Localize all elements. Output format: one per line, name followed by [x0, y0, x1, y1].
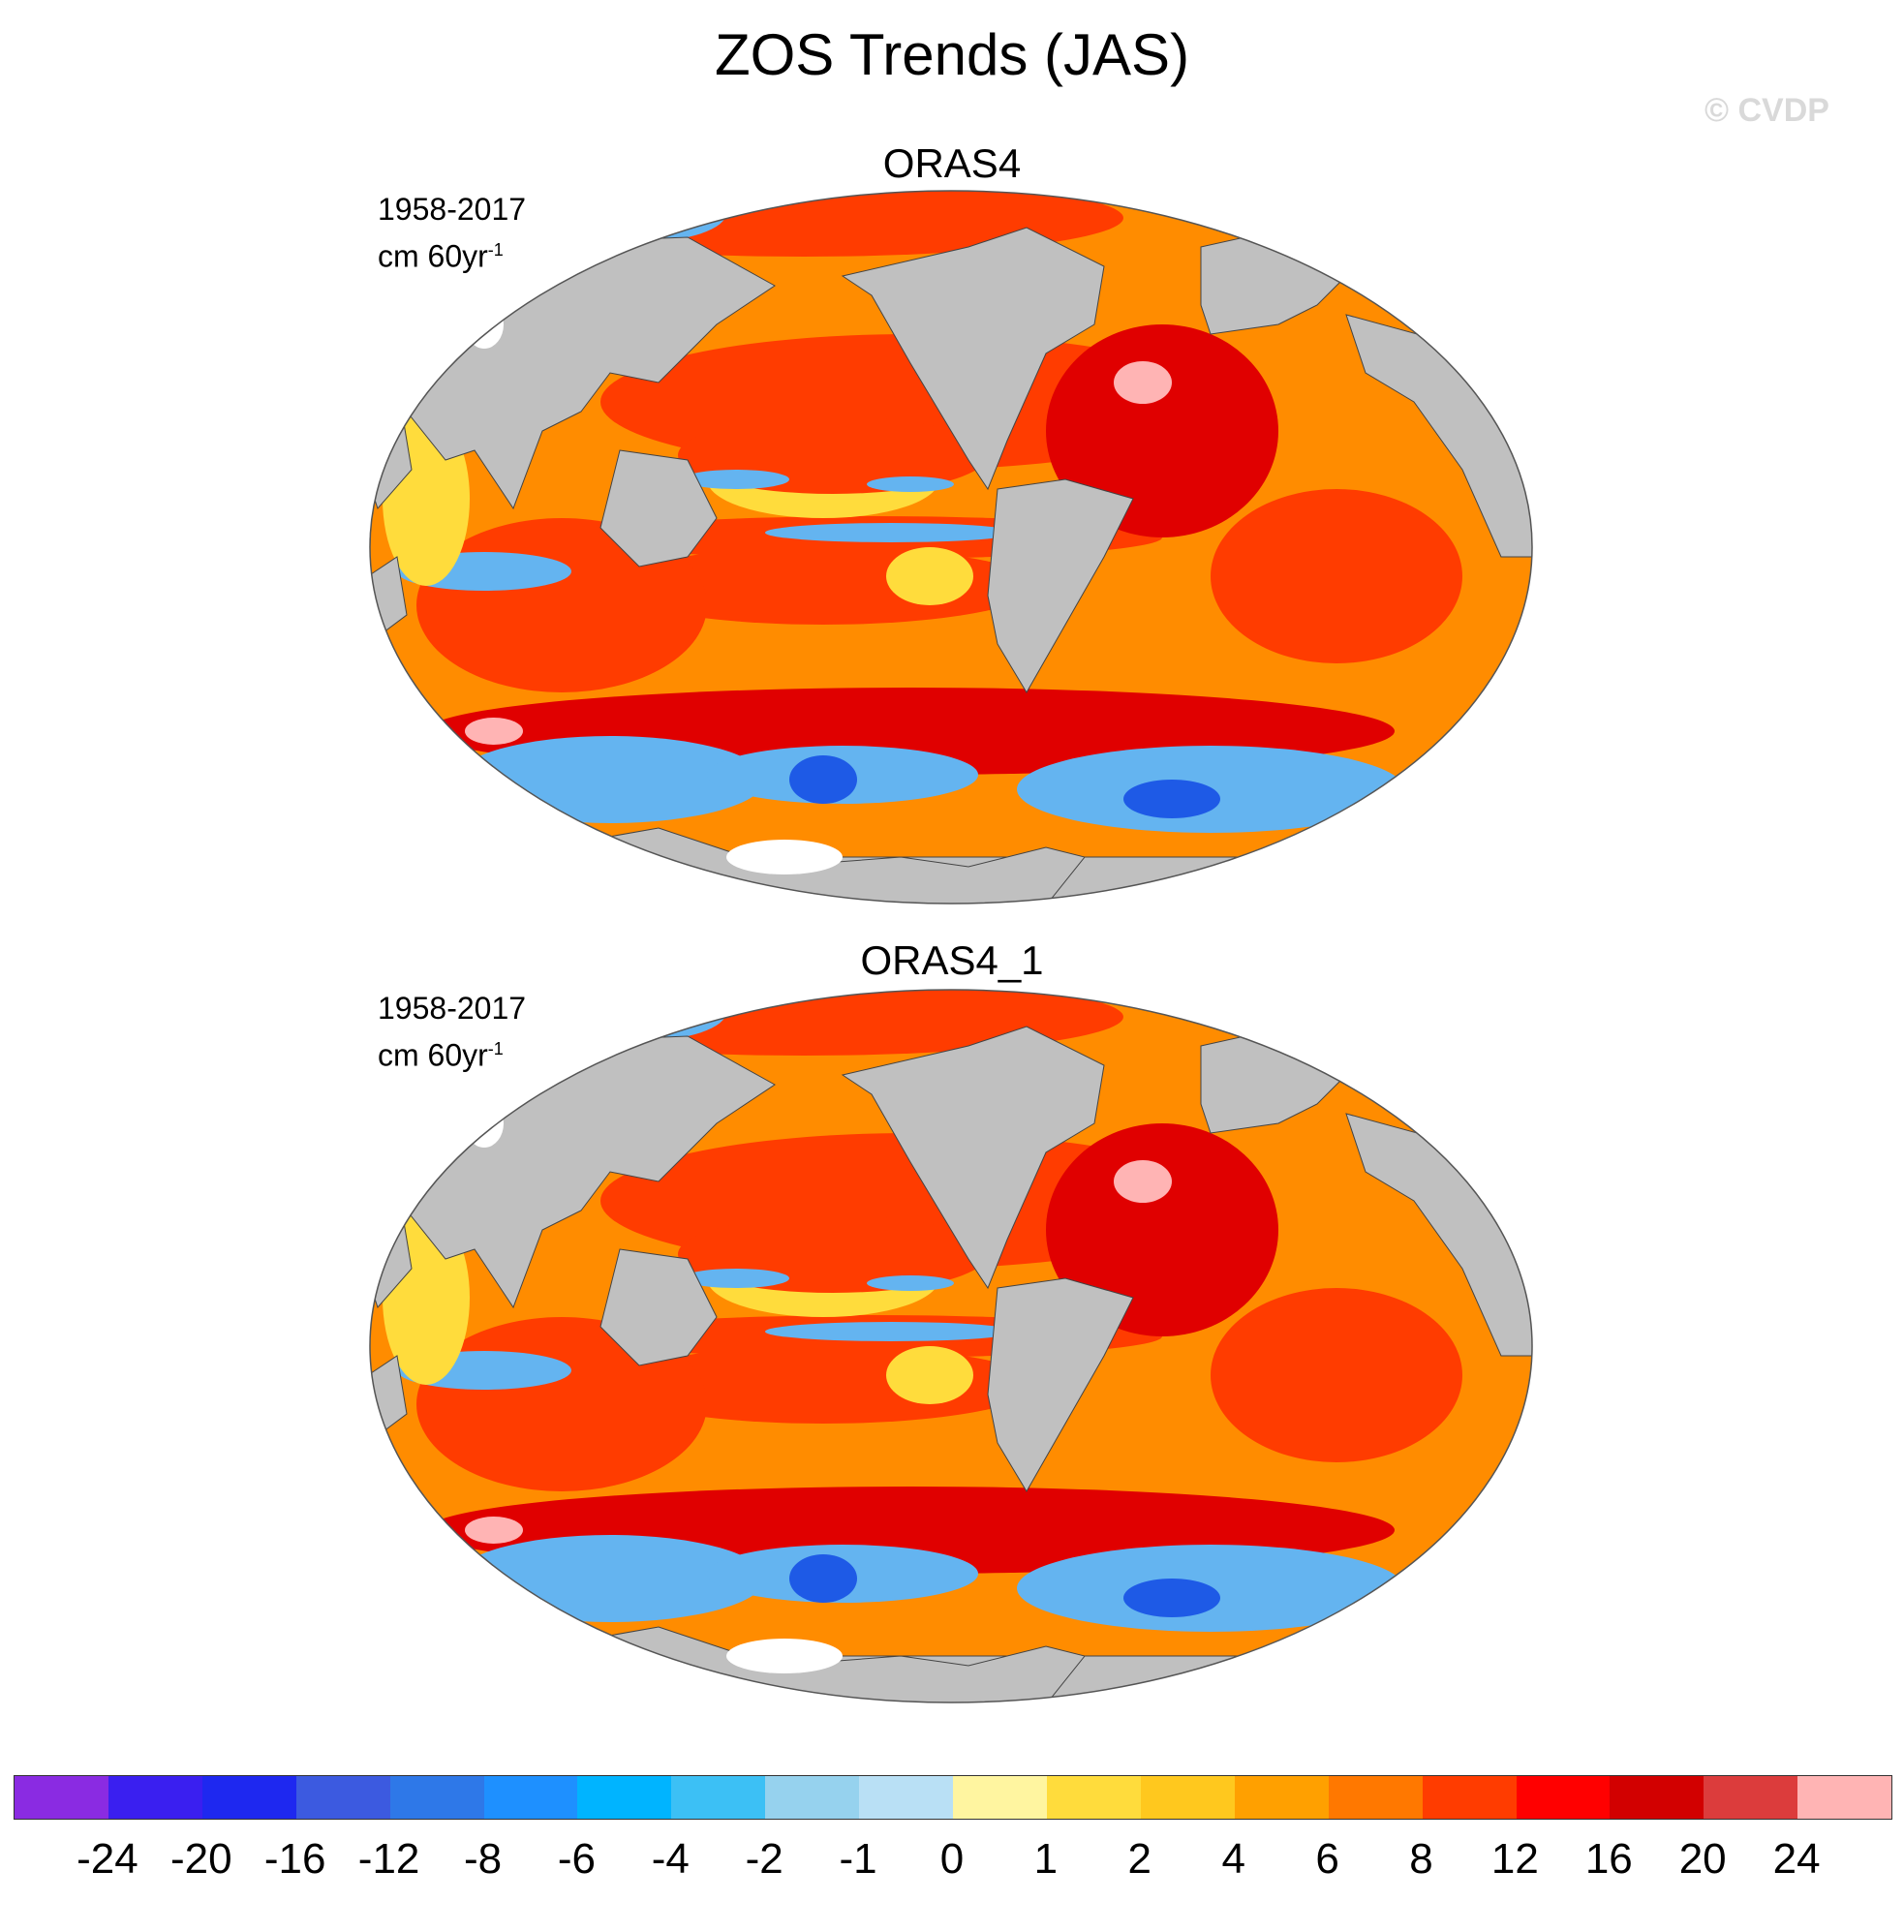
colorbar-tick-label: -20 [170, 1835, 232, 1883]
trend-patch [1046, 324, 1278, 537]
trend-patch [867, 1275, 954, 1291]
trend-patch [765, 523, 1017, 542]
colorbar-tick-label: -6 [557, 1835, 596, 1883]
colorbar-tick-label: 4 [1221, 1835, 1245, 1883]
landmass [987, 478, 1134, 693]
colorbar-tick-label: -16 [263, 1835, 326, 1883]
colorbar-box [15, 1776, 108, 1819]
trend-patch [789, 1554, 857, 1603]
colorbar-box [1140, 1776, 1235, 1819]
colorbar-box [953, 1776, 1047, 1819]
colorbar-box [295, 1776, 390, 1819]
colorbar-box [389, 1776, 484, 1819]
landmass [841, 1026, 1105, 1290]
colorbar-box [671, 1776, 766, 1819]
panel-period-2: 1958-2017 cm 60yr-1 [378, 988, 526, 1076]
trend-patch [465, 1517, 523, 1544]
colorbar-tick-label: -8 [463, 1835, 503, 1883]
colorbar-box [1046, 1776, 1141, 1819]
units-label-2: cm 60yr-1 [378, 1037, 504, 1073]
colorbar-tick-label: 20 [1678, 1835, 1727, 1883]
colorbar-box [1328, 1776, 1423, 1819]
trend-patch [1123, 780, 1220, 818]
colorbar-tick-label: -4 [651, 1835, 690, 1883]
figure-title: ZOS Trends (JAS) [714, 22, 1190, 87]
colorbar-box [1516, 1776, 1611, 1819]
trend-patch [1046, 1123, 1278, 1336]
trend-patch [1211, 1288, 1462, 1462]
colorbar-tick-label: 2 [1127, 1835, 1152, 1883]
trend-patch [765, 1322, 1017, 1341]
trend-patch [1114, 1160, 1172, 1203]
trend-map-2 [369, 989, 1533, 1703]
units-label-1: cm 60yr-1 [378, 238, 504, 274]
landmass [599, 449, 718, 567]
ice-shelf [726, 840, 843, 874]
trend-map-1 [369, 190, 1533, 905]
colorbar-box [577, 1776, 672, 1819]
colorbar-box [859, 1776, 954, 1819]
trend-patch [886, 547, 973, 605]
period-range-1: 1958-2017 [378, 192, 527, 227]
cvdp-watermark: © CVDP [1704, 92, 1829, 129]
colorbar-tick-label: -24 [77, 1835, 138, 1883]
colorbar [14, 1775, 1892, 1820]
colorbar-tick-label: -1 [839, 1835, 877, 1883]
landmass [987, 1277, 1134, 1492]
colorbar-box [107, 1776, 202, 1819]
colorbar-box [201, 1776, 296, 1819]
colorbar-box [1797, 1776, 1892, 1819]
trend-patch [465, 718, 523, 745]
trend-patch [867, 476, 954, 492]
colorbar-box [765, 1776, 860, 1819]
landmass [841, 227, 1105, 491]
panel-title-2: ORAS4_1 [860, 937, 1044, 983]
panel-title-1: ORAS4 [882, 140, 1022, 186]
colorbar-box [1234, 1776, 1329, 1819]
colorbar-tick-label: 0 [939, 1835, 965, 1883]
ice-shelf [726, 1639, 843, 1673]
colorbar-tick-label: -12 [357, 1835, 420, 1883]
colorbar-box [1704, 1776, 1798, 1819]
trend-patch [886, 1346, 973, 1404]
colorbar-tick-label: 8 [1409, 1835, 1433, 1883]
colorbar-box [483, 1776, 578, 1819]
trend-patch [1114, 361, 1172, 404]
colorbar-tick-label: 1 [1033, 1835, 1059, 1883]
trend-patch [789, 755, 857, 804]
landmass [599, 1248, 718, 1366]
period-range-2: 1958-2017 [378, 991, 527, 1026]
trend-patch [1211, 489, 1462, 663]
colorbar-tick-label: 16 [1584, 1835, 1633, 1883]
colorbar-tick-label: -2 [745, 1835, 783, 1883]
colorbar-tick-label: 6 [1315, 1835, 1339, 1883]
trend-patch [683, 1269, 789, 1288]
trend-patch [683, 470, 789, 489]
panel-period-1: 1958-2017 cm 60yr-1 [378, 189, 526, 277]
colorbar-box [1422, 1776, 1517, 1819]
colorbar-box [1610, 1776, 1704, 1819]
colorbar-tick-label: 12 [1490, 1835, 1539, 1883]
colorbar-tick-label: 24 [1772, 1835, 1821, 1883]
trend-patch [1123, 1579, 1220, 1617]
